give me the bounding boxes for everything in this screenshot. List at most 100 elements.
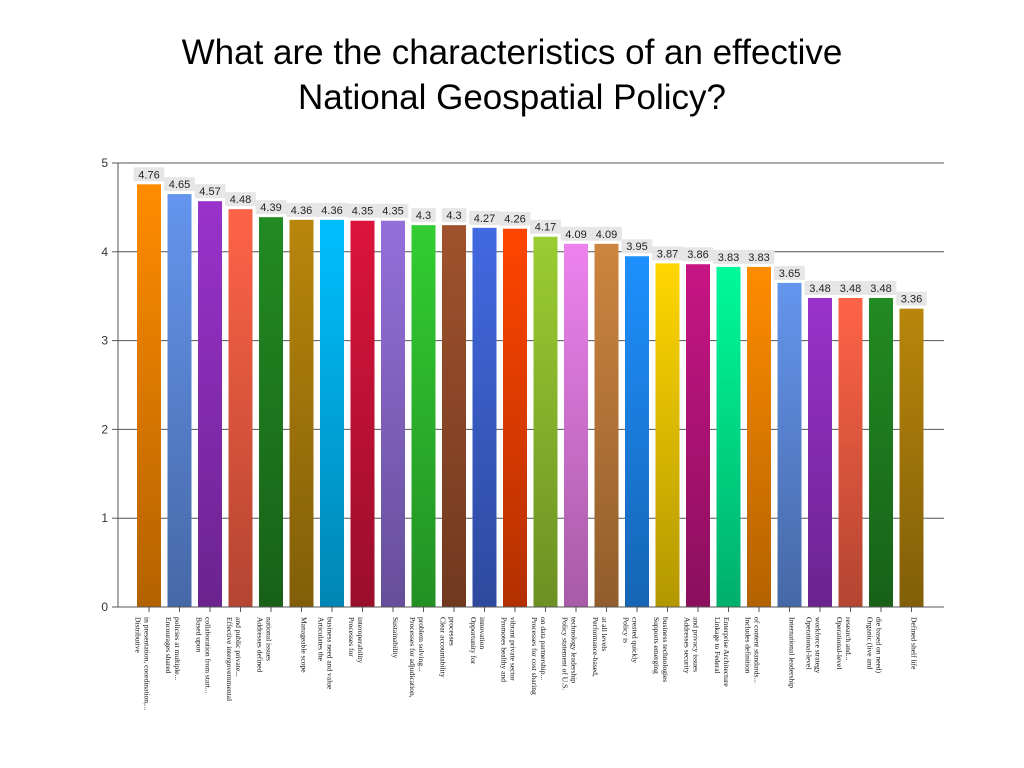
category-label-line: at all levels bbox=[600, 617, 609, 651]
value-label-box bbox=[499, 211, 531, 226]
bar bbox=[167, 194, 192, 607]
category-label: Promotes healthy and vibrant private sect… bbox=[500, 617, 518, 682]
bar bbox=[899, 308, 924, 607]
value-label-box bbox=[255, 200, 287, 215]
category-label-line: policies at multiple... bbox=[173, 617, 182, 680]
category-label-line: business technologies bbox=[661, 617, 670, 682]
category-label-line: workforce strategy bbox=[814, 617, 823, 674]
bar bbox=[503, 228, 527, 607]
category-label-line: Encourages shared bbox=[164, 617, 173, 674]
category-label-line: business need and value bbox=[326, 617, 335, 690]
value-label: 4.76 bbox=[138, 169, 159, 181]
bar bbox=[381, 220, 405, 607]
category-label-line: Effective intergovernmental bbox=[225, 617, 234, 701]
bar bbox=[564, 243, 588, 608]
slide-title-line-1: What are the characteristics of an effec… bbox=[181, 33, 843, 72]
bar bbox=[869, 297, 893, 607]
value-label: 4.27 bbox=[474, 213, 495, 225]
value-label: 4.35 bbox=[382, 206, 403, 218]
category-label-line: Addresses security bbox=[683, 617, 692, 674]
category-label-line: interoperability bbox=[356, 617, 365, 663]
slide-title-line-2: National Geospatial Policy? bbox=[297, 78, 726, 117]
value-label-box bbox=[411, 208, 436, 223]
category-label: Encourages shared policies at multiple... bbox=[164, 617, 182, 680]
value-label-box bbox=[835, 280, 866, 295]
value-label-box bbox=[804, 280, 836, 295]
bar bbox=[228, 209, 253, 607]
bar bbox=[594, 243, 619, 608]
value-label: 4.26 bbox=[504, 214, 525, 226]
category-label-line: International leadership bbox=[788, 617, 797, 688]
bar bbox=[137, 184, 161, 607]
category-label-line: Processes for bbox=[347, 617, 356, 657]
category-label-line: Opportunity for bbox=[469, 617, 478, 665]
y-tick-label: 3 bbox=[101, 334, 108, 348]
value-label-box bbox=[286, 202, 317, 217]
category-label: Performance-based, at all levels bbox=[591, 617, 609, 677]
value-label: 4.35 bbox=[352, 206, 373, 218]
category-label-line: vibrant private sector bbox=[509, 617, 518, 681]
category-label-line: Linkage to Federal bbox=[713, 617, 722, 674]
category-label: Includes definition of content standards.… bbox=[744, 617, 762, 683]
value-label-box bbox=[896, 291, 927, 306]
bar bbox=[533, 236, 558, 608]
value-label-box bbox=[377, 203, 409, 218]
category-label: Opportunity for innovation bbox=[469, 617, 487, 665]
category-label-line: Based upon bbox=[195, 617, 204, 652]
bar bbox=[472, 227, 497, 607]
category-label: Operational-level workforce strategy bbox=[805, 617, 823, 674]
value-label-box bbox=[347, 203, 378, 218]
category-label: Addresses security and privacy issues bbox=[683, 617, 701, 674]
bar bbox=[686, 264, 710, 607]
value-label: 4.57 bbox=[199, 186, 220, 198]
category-label: Organic (live and die based on need) bbox=[866, 617, 884, 674]
category-label: Processes for cost sharing on data partne… bbox=[530, 617, 548, 695]
category-label-line: collaboration from start... bbox=[204, 617, 213, 694]
value-label-box bbox=[591, 226, 622, 241]
category-label-line: Addresses defined bbox=[256, 617, 265, 672]
category-label: Manageable scope bbox=[300, 617, 309, 673]
value-label-box bbox=[560, 226, 592, 241]
y-tick-label: 2 bbox=[101, 422, 108, 436]
value-label: 3.83 bbox=[718, 252, 739, 264]
bar bbox=[747, 266, 771, 607]
category-label: Based upon collaboration from start... bbox=[195, 617, 213, 694]
y-tick-label: 4 bbox=[101, 245, 108, 259]
bars bbox=[137, 184, 924, 608]
category-label-line: technology leadership bbox=[570, 617, 579, 683]
value-label-box bbox=[316, 202, 348, 217]
bar bbox=[777, 282, 802, 607]
slide-title: What are the characteristics of an effec… bbox=[0, 30, 1024, 120]
value-label-box bbox=[713, 249, 744, 264]
category-label-line: and public private... bbox=[234, 617, 243, 677]
value-label: 4.39 bbox=[260, 202, 281, 214]
category-label-line: and privacy issues bbox=[692, 617, 701, 672]
category-label-line: die based on need) bbox=[875, 617, 884, 674]
category-label-line: on data partnership... bbox=[539, 617, 548, 680]
value-label: 3.48 bbox=[870, 283, 891, 295]
y-tick-label: 1 bbox=[101, 511, 108, 525]
value-label: 4.36 bbox=[321, 205, 342, 217]
category-label-line: Processes for cost sharing bbox=[530, 617, 539, 695]
value-label: 3.65 bbox=[779, 268, 800, 280]
category-label: Articulates the business need and value bbox=[317, 617, 335, 690]
category-label-line: research and... bbox=[844, 617, 853, 660]
value-label-box bbox=[469, 210, 500, 225]
category-label: Linkage to Federal Enterprise Architectur… bbox=[713, 617, 731, 687]
category-label-line: Promotes healthy and bbox=[500, 617, 509, 682]
value-label: 3.95 bbox=[626, 241, 647, 253]
category-label-line: Processes for adjudication, bbox=[408, 617, 417, 698]
value-label-box bbox=[774, 265, 805, 280]
value-label-box bbox=[621, 239, 653, 254]
value-label-box bbox=[530, 219, 561, 234]
category-label-line: of content standards... bbox=[753, 617, 762, 683]
axes: 0 1 2 3 4 5 bbox=[101, 156, 944, 614]
bar bbox=[442, 225, 466, 607]
value-label: 4.48 bbox=[230, 194, 251, 206]
value-label: 4.17 bbox=[535, 222, 556, 234]
value-label: 3.36 bbox=[901, 294, 922, 306]
category-label: Effective intergovernmental and public pr… bbox=[225, 617, 243, 701]
category-label-line: in presentation, coordination,... bbox=[143, 617, 152, 711]
category-label: Policy statement of U.S. technology leade… bbox=[561, 617, 579, 690]
